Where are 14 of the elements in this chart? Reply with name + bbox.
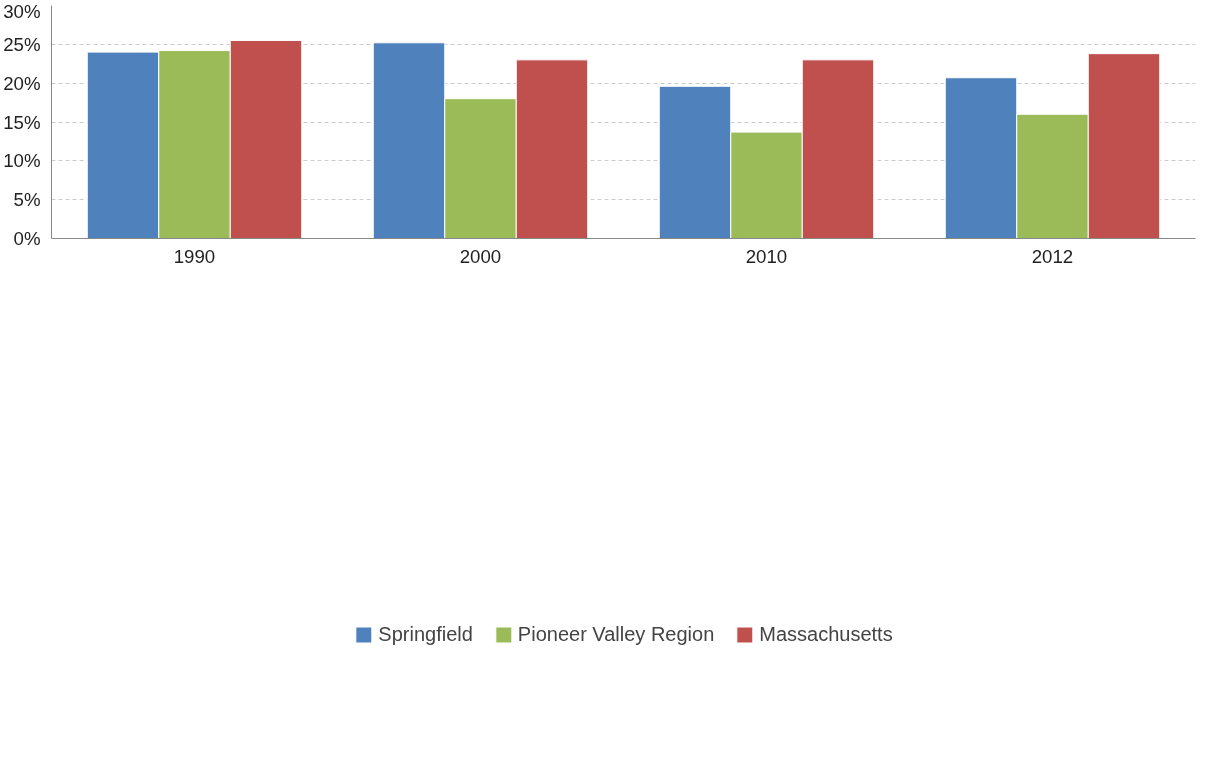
y-tick-label: 5% bbox=[13, 189, 41, 211]
x-tick-label: 2012 bbox=[1031, 245, 1074, 267]
y-tick-label: 10% bbox=[3, 150, 41, 172]
y-tick-label: 20% bbox=[3, 72, 41, 94]
legend-label: Pioneer Valley Region bbox=[517, 622, 715, 646]
legend-label: Massachusetts bbox=[759, 622, 893, 646]
y-tick-label: 25% bbox=[3, 33, 41, 55]
y-tick-label: 0% bbox=[13, 228, 41, 249]
y-tick-label: 15% bbox=[3, 111, 41, 133]
y-tick-label: 30% bbox=[3, 0, 41, 22]
x-tick-label: 1990 bbox=[173, 245, 216, 267]
x-tick-label: 2010 bbox=[745, 245, 788, 267]
legend-label: Springfield bbox=[378, 622, 473, 646]
x-tick-label: 2000 bbox=[459, 245, 502, 267]
